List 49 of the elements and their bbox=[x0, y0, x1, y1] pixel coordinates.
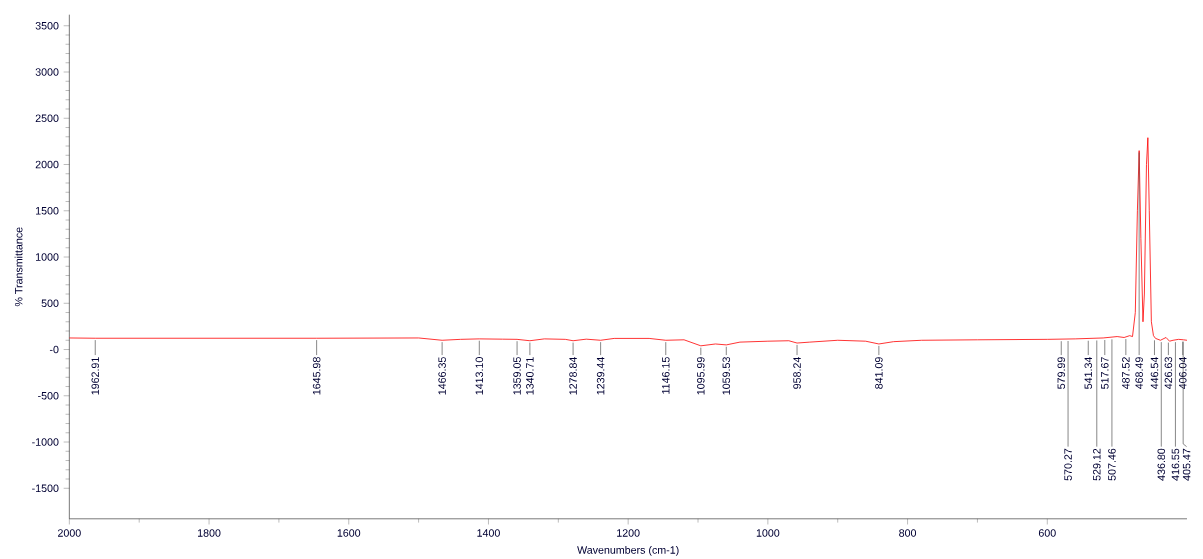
y-tick-label: 3000 bbox=[35, 68, 59, 76]
annotation: 841.09 bbox=[875, 357, 883, 389]
annotation: 529.12 bbox=[1093, 448, 1101, 481]
annotation: 426.63 bbox=[1164, 357, 1173, 390]
y-tick-label: 2000 bbox=[35, 160, 59, 169]
annotation: 446.54 bbox=[1150, 357, 1159, 390]
annotation: 958.24 bbox=[793, 357, 801, 389]
annotation: 541.34 bbox=[1084, 357, 1093, 389]
y-tick-label: 1500 bbox=[36, 207, 59, 215]
annotation: 1645.98 bbox=[312, 357, 321, 395]
x-tick-label: 1400 bbox=[477, 529, 500, 537]
x-tick-label: 800 bbox=[899, 529, 917, 537]
x-tick-label: 1000 bbox=[756, 529, 780, 537]
y-axis-title: % Transmittance bbox=[14, 227, 23, 307]
x-tick-label: 1200 bbox=[617, 529, 640, 537]
annotation: 570.27 bbox=[1064, 448, 1072, 481]
y-tick-label: 500 bbox=[41, 299, 59, 308]
annotation: 1239.44 bbox=[596, 357, 605, 395]
x-tick-label: 2000 bbox=[58, 529, 81, 537]
y-tick-label: 2500 bbox=[35, 114, 59, 123]
annotation: 1340.71 bbox=[526, 357, 534, 395]
annotation: 406.04 bbox=[1179, 357, 1187, 390]
annotation: 579.99 bbox=[1057, 357, 1066, 389]
x-tick-label: 1600 bbox=[337, 529, 361, 537]
y-tick-label: 3500 bbox=[35, 22, 59, 30]
annotation: 1413.10 bbox=[475, 357, 484, 395]
annotation: 1059.53 bbox=[722, 357, 731, 395]
y-tick-label: -1500 bbox=[32, 484, 59, 493]
annotation: 1278.84 bbox=[569, 357, 577, 395]
y-tick-label: -1000 bbox=[32, 438, 59, 446]
x-axis-title: Wavenumbers (cm-1) bbox=[577, 546, 679, 556]
x-tick-label: 600 bbox=[1038, 529, 1056, 537]
y-tick-label: -0 bbox=[49, 345, 59, 354]
annotation: 1466.35 bbox=[438, 357, 446, 395]
annotation: 468.49 bbox=[1135, 357, 1143, 390]
y-tick-label: 1000 bbox=[36, 253, 59, 261]
annotation: 1146.15 bbox=[662, 357, 670, 394]
annotation: 436.80 bbox=[1157, 448, 1166, 481]
annotation: 487.52 bbox=[1122, 357, 1130, 390]
annotation: 416.55 bbox=[1171, 448, 1180, 481]
y-tick-label: -500 bbox=[38, 392, 59, 400]
annotation: 517.67 bbox=[1101, 357, 1109, 389]
annotation: 1962.91 bbox=[91, 357, 100, 395]
annotation: 1359.05 bbox=[513, 357, 521, 395]
line-series bbox=[68, 137, 1188, 347]
annotation: 405.47 bbox=[1182, 448, 1191, 481]
annotation: 507.46 bbox=[1108, 448, 1116, 481]
annotation: 1095.99 bbox=[697, 357, 705, 395]
x-tick-label: 1800 bbox=[197, 529, 221, 537]
